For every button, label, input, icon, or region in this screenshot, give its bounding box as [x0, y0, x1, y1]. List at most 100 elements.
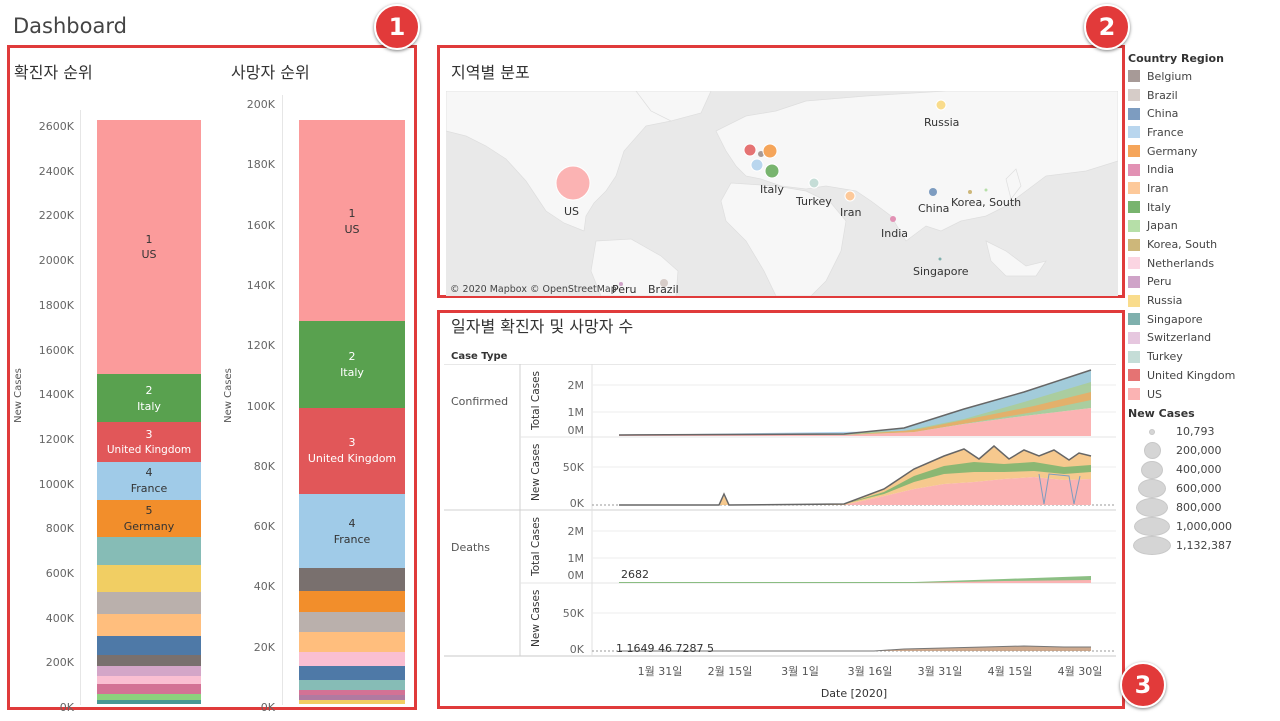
bar-seg-other[interactable]	[97, 565, 201, 592]
legend-item-peru[interactable]: Peru	[1128, 273, 1278, 292]
bar-seg-uk[interactable]	[97, 422, 201, 462]
bar-seg-other[interactable]	[299, 632, 405, 652]
bar-label-country: Germany	[123, 520, 175, 533]
bar-seg-france[interactable]	[97, 462, 201, 500]
bar-seg-other[interactable]	[97, 694, 201, 700]
bar-seg-other[interactable]	[97, 676, 201, 684]
death-rank-title: 사망자 순위	[231, 63, 310, 82]
bar-seg-other[interactable]	[97, 592, 201, 614]
bar-seg-other[interactable]	[97, 655, 201, 666]
bar-seg-other[interactable]	[299, 652, 405, 666]
legend-item-netherlands[interactable]: Netherlands	[1128, 254, 1278, 273]
bar-seg-france[interactable]	[299, 494, 405, 568]
badge-2: 2	[1084, 4, 1130, 50]
bar-seg-other[interactable]	[299, 568, 405, 591]
legend-label: Belgium	[1147, 69, 1193, 83]
row-label-deaths: Deaths	[451, 541, 490, 554]
bar-seg-other[interactable]	[299, 690, 405, 695]
legend-label: Netherlands	[1147, 256, 1215, 270]
legend-item-france[interactable]: France	[1128, 123, 1278, 142]
bar-seg-other[interactable]	[97, 684, 201, 694]
bar-seg-other[interactable]	[97, 666, 201, 676]
legend-item-brazil[interactable]: Brazil	[1128, 86, 1278, 105]
legend-label: Germany	[1147, 144, 1198, 158]
area-confirmed-new-band	[844, 462, 1091, 504]
legend-item-japan[interactable]: Japan	[1128, 217, 1278, 236]
size-legend-item[interactable]: 600,000	[1128, 479, 1278, 499]
x-tick: 4월 15일	[988, 664, 1033, 678]
legend-item-belgium[interactable]: Belgium	[1128, 67, 1278, 86]
legend-item-us[interactable]: US	[1128, 385, 1278, 404]
bar-seg-us[interactable]	[299, 120, 405, 321]
measure-total-cases: Total Cases	[530, 371, 542, 431]
map-panel	[437, 45, 1125, 298]
legend-item-korea-south[interactable]: Korea, South	[1128, 235, 1278, 254]
legend-label: India	[1147, 163, 1174, 177]
size-legend-item[interactable]: 1,132,387	[1128, 536, 1278, 556]
y-tick: 200K	[246, 98, 275, 111]
legend-item-china[interactable]: China	[1128, 104, 1278, 123]
bar-label-country: United Kingdom	[106, 444, 192, 456]
legend-item-iran[interactable]: Iran	[1128, 179, 1278, 198]
y-tick: 400K	[45, 611, 74, 625]
bar-seg-other[interactable]	[97, 614, 201, 636]
dashboard-title: Dashboard	[13, 14, 127, 38]
legend-item-united-kingdom[interactable]: United Kingdom	[1128, 366, 1278, 385]
bar-seg-italy[interactable]	[299, 321, 405, 408]
world-map[interactable]: Russia US Italy Turkey Iran China Korea,…	[446, 91, 1118, 296]
bar-seg-other[interactable]	[97, 537, 201, 565]
y-tick: 160K	[246, 218, 275, 232]
size-legend-item[interactable]: 400,000	[1128, 460, 1278, 479]
y-tick: 0K	[570, 497, 585, 510]
legend-item-italy[interactable]: Italy	[1128, 198, 1278, 217]
legend-label: US	[1147, 387, 1163, 401]
bar-seg-other[interactable]	[299, 700, 405, 704]
y-tick: 50K	[563, 461, 585, 474]
y-tick: 1000K	[38, 477, 74, 491]
bubble-china	[929, 188, 937, 196]
legend-item-turkey[interactable]: Turkey	[1128, 347, 1278, 366]
legend-item-germany[interactable]: Germany	[1128, 142, 1278, 161]
legend-item-india[interactable]: India	[1128, 160, 1278, 179]
confirmed-stacked-bar[interactable]: 1 US 2 Italy 3 United Kingdom 4 France 5…	[97, 120, 201, 704]
size-legend-item[interactable]: 200,000	[1128, 441, 1278, 460]
measure-new-cases: New Cases	[530, 444, 542, 501]
legend-label: Russia	[1147, 294, 1183, 308]
map-label: Singapore	[913, 265, 969, 278]
bar-seg-other[interactable]	[299, 666, 405, 680]
legend-item-russia[interactable]: Russia	[1128, 291, 1278, 310]
bar-label-country: France	[333, 533, 371, 546]
bubble-germany	[762, 143, 778, 159]
legend-swatch	[1128, 369, 1140, 382]
bar-seg-other[interactable]	[97, 700, 201, 704]
timeline-chart[interactable]: Confirmed Deaths Total Cases New Cases T…	[444, 364, 1119, 704]
y-tick: 1600K	[38, 343, 74, 357]
bar-seg-other[interactable]	[97, 636, 201, 655]
legend-item-switzerland[interactable]: Switzerland	[1128, 329, 1278, 348]
bar-label-rank: 4	[348, 517, 356, 530]
bar-seg-other[interactable]	[299, 680, 405, 690]
deaths-total-annotation: 2682	[621, 568, 649, 581]
bar-seg-other[interactable]	[299, 612, 405, 632]
legend-swatch	[1128, 201, 1140, 214]
death-axis-line	[282, 95, 283, 705]
bar-seg-us[interactable]	[97, 120, 201, 374]
legend-swatch	[1128, 294, 1140, 307]
legend-item-singapore[interactable]: Singapore	[1128, 310, 1278, 329]
y-tick: 2000K	[38, 254, 74, 268]
y-tick: 800K	[45, 522, 74, 536]
bar-seg-uk[interactable]	[299, 408, 405, 494]
size-legend-label: 800,000	[1176, 501, 1222, 515]
bar-seg-italy[interactable]	[97, 374, 201, 422]
bubble-iran	[844, 190, 856, 202]
legend-label: United Kingdom	[1147, 368, 1236, 382]
bar-seg-other[interactable]	[299, 695, 405, 700]
bar-seg-other[interactable]	[299, 591, 405, 612]
size-legend-item[interactable]: 10,793	[1128, 422, 1278, 441]
size-legend-item[interactable]: 800,000	[1128, 498, 1278, 518]
size-legend-item[interactable]: 1,000,000	[1128, 517, 1278, 537]
death-stacked-bar[interactable]: 1 US 2 Italy 3 United Kingdom 4 France	[299, 120, 405, 704]
legend-label: Switzerland	[1147, 331, 1212, 345]
area-confirmed-new-us	[619, 477, 1091, 505]
bar-seg-germany[interactable]	[97, 500, 201, 537]
